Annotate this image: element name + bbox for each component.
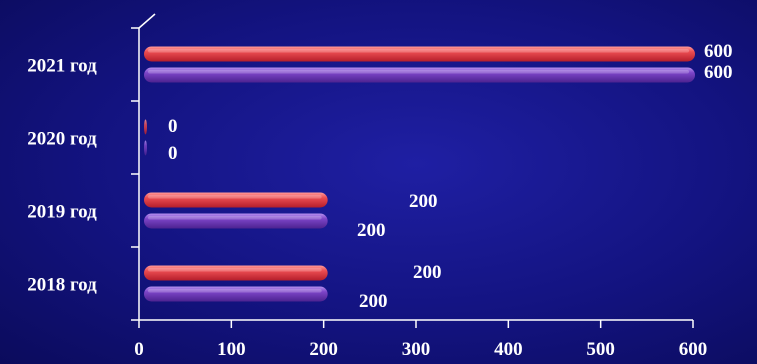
data-label: 600 (704, 41, 733, 62)
x-tick-marks (138, 320, 694, 328)
bar-series-1 (144, 119, 147, 135)
bar-gloss (148, 49, 689, 53)
y-axis-depth-edge (138, 13, 156, 29)
bar-gloss (148, 289, 322, 293)
data-label: 200 (357, 220, 386, 241)
bar-series-1 (144, 192, 328, 208)
category-label: 2020 год (27, 129, 97, 150)
x-tick-label: 300 (402, 339, 431, 360)
category-label: 2021 год (27, 56, 97, 77)
data-label: 200 (413, 262, 442, 283)
bars (144, 46, 695, 302)
bar-series-1 (144, 265, 328, 281)
data-label: 0 (168, 116, 178, 137)
data-label: 200 (359, 291, 388, 312)
bar-series-1 (144, 46, 695, 62)
x-tick-label: 200 (309, 339, 338, 360)
category-label: 2019 год (27, 202, 97, 223)
labels: 0 100 200 300 400 500 600 2018 год 2019 год 2020 … (27, 41, 732, 360)
bar-series-2 (144, 286, 328, 302)
bar-gloss (148, 70, 689, 74)
bar-series-2 (144, 67, 695, 83)
data-label: 200 (409, 191, 438, 212)
x-tick-label: 600 (679, 339, 708, 360)
bar-gloss (148, 268, 322, 272)
x-tick-label: 500 (586, 339, 615, 360)
bar-series-2 (144, 213, 328, 229)
x-tick-label: 400 (494, 339, 523, 360)
bar-gloss (148, 195, 322, 199)
bar-gloss (148, 216, 322, 220)
data-label: 600 (704, 62, 733, 83)
category-label: 2018 год (27, 275, 97, 296)
x-tick-label: 100 (217, 339, 246, 360)
data-label: 0 (168, 143, 178, 164)
y-tick-marks (131, 27, 139, 321)
bar-series-2 (144, 140, 147, 156)
x-tick-label: 0 (134, 339, 144, 360)
